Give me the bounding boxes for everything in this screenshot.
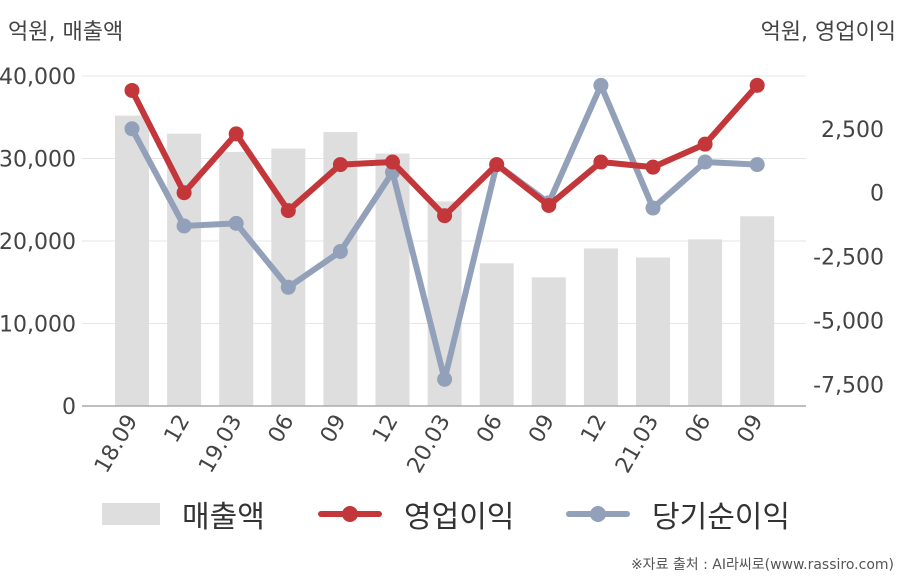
- y-left-tick-label: 10,000: [0, 313, 76, 338]
- y-left-tick-label: 20,000: [0, 230, 76, 255]
- point-op-income: [697, 136, 713, 152]
- bar-revenue: [688, 239, 723, 406]
- point-op-income: [541, 197, 557, 213]
- bar-revenue: [740, 216, 775, 406]
- legend-label-net-income: 당기순이익: [652, 500, 790, 535]
- x-tick-label: 20.03: [403, 410, 456, 477]
- combo-chart: 0 10,000 20,000 30,000 40,000 2,500 0 -2,500 -5,…: [0, 65, 884, 478]
- x-tick-label: 06: [681, 411, 717, 448]
- bar-revenue: [219, 151, 254, 406]
- point-net-income: [593, 77, 609, 93]
- legend-item-revenue: 매출액: [102, 492, 265, 536]
- left-axis-unit: 억원, 매출액: [8, 20, 124, 45]
- x-tick-label: 06: [264, 411, 300, 448]
- x-tick-label: 09: [524, 411, 560, 448]
- point-op-income: [176, 185, 192, 201]
- bar-revenue: [531, 277, 566, 406]
- x-tick-label: 18.09: [90, 411, 143, 478]
- point-op-income: [437, 208, 453, 224]
- point-op-income: [385, 154, 400, 170]
- point-net-income: [645, 200, 661, 216]
- y-left-tick-label: 0: [62, 395, 76, 420]
- bar-revenue: [583, 248, 618, 406]
- bar-revenue: [479, 263, 514, 406]
- point-op-income: [332, 157, 348, 173]
- point-net-income: [228, 215, 244, 231]
- point-op-income: [228, 126, 244, 142]
- y-right-tick-label: -2,500: [813, 246, 884, 271]
- x-tick-label: 12: [368, 411, 404, 448]
- point-net-income: [749, 157, 765, 173]
- point-op-income: [645, 159, 661, 175]
- legend-label-op-income: 영업이익: [404, 500, 515, 535]
- legend: 매출액 영업이익 당기순이익: [0, 492, 908, 536]
- legend-swatch-net-income: [566, 504, 630, 524]
- point-net-income: [437, 371, 453, 387]
- x-tick-label: 09: [316, 411, 352, 448]
- point-net-income: [697, 154, 713, 170]
- point-net-income: [124, 121, 140, 137]
- bar-revenue: [375, 153, 410, 406]
- point-op-income: [489, 157, 505, 173]
- point-net-income: [280, 279, 296, 295]
- point-op-income: [749, 77, 765, 93]
- x-tick-label: 06: [472, 411, 508, 448]
- bar-revenue: [115, 115, 149, 406]
- legend-item-op-income: 영업이익: [318, 492, 514, 536]
- y-left-tick-label: 40,000: [0, 65, 76, 90]
- point-op-income: [280, 203, 296, 219]
- bar-revenue: [636, 257, 670, 406]
- point-op-income: [124, 82, 140, 98]
- x-tick-label: 12: [576, 411, 612, 448]
- y-left-tick-label: 30,000: [0, 148, 76, 173]
- y-right-tick-label: -7,500: [813, 373, 884, 398]
- x-tick-label: 19.03: [194, 411, 247, 478]
- y-right-tick-label: -5,000: [813, 310, 884, 335]
- x-tick-label: 12: [160, 411, 196, 448]
- legend-label-revenue: 매출액: [182, 500, 265, 535]
- y-right-tick-label: 0: [870, 182, 884, 207]
- point-net-income: [332, 244, 348, 260]
- legend-item-net-income: 당기순이익: [566, 492, 790, 536]
- legend-swatch-revenue: [102, 503, 160, 525]
- point-op-income: [593, 154, 609, 170]
- point-net-income: [176, 218, 192, 234]
- right-axis-unit: 억원, 영업이익: [760, 20, 896, 45]
- legend-swatch-op-income: [318, 504, 382, 524]
- x-tick-label: 21.03: [611, 411, 664, 478]
- y-right-tick-label: 2,500: [821, 118, 884, 143]
- x-tick-label: 09: [733, 411, 769, 448]
- source-note: ※자료 출처 : AI라씨로(www.rassiro.com): [630, 557, 894, 573]
